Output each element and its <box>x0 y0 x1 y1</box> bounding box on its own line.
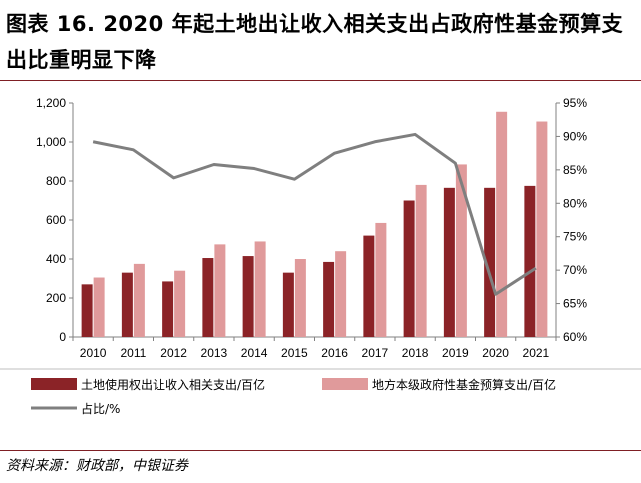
x-tick-label: 2017 <box>362 346 389 360</box>
bar-land-expenditure <box>363 235 375 337</box>
bar-land-expenditure <box>443 187 455 337</box>
title-divider <box>0 80 641 81</box>
x-tick-label: 2014 <box>241 346 268 360</box>
x-tick-label: 2011 <box>120 346 146 360</box>
x-tick-label: 2010 <box>80 346 107 360</box>
right-tick-label: 75% <box>563 230 587 244</box>
x-tick-label: 2012 <box>160 346 187 360</box>
source-note: 资料来源：财政部，中银证券 <box>6 458 188 474</box>
right-tick-label: 85% <box>563 163 587 177</box>
right-tick-label: 95% <box>563 96 587 110</box>
right-tick-label: 70% <box>563 263 587 277</box>
bar-land-expenditure <box>202 258 214 337</box>
bar-fund-expenditure <box>415 184 427 337</box>
x-tick-label: 2013 <box>201 346 228 360</box>
left-tick-label: 1,200 <box>36 96 66 110</box>
legend-swatch-fund <box>322 378 368 390</box>
left-tick-label: 1,000 <box>36 135 66 149</box>
x-tick-label: 2016 <box>321 346 348 360</box>
bar-land-expenditure <box>484 187 496 337</box>
right-tick-label: 90% <box>563 129 587 143</box>
bar-fund-expenditure <box>254 241 266 337</box>
right-tick-label: 80% <box>563 196 587 210</box>
x-tick-label: 2018 <box>402 346 429 360</box>
x-tick-label: 2019 <box>442 346 469 360</box>
legend-label-ratio: 占比/% <box>81 401 120 416</box>
bar-land-expenditure <box>121 272 133 337</box>
bar-fund-expenditure <box>294 259 306 337</box>
x-tick-label: 2015 <box>281 346 308 360</box>
right-tick-label: 60% <box>563 330 587 344</box>
bar-land-expenditure <box>162 281 174 337</box>
bar-fund-expenditure <box>214 244 226 337</box>
legend-swatch-land <box>31 378 77 390</box>
bar-fund-expenditure <box>93 277 105 337</box>
left-tick-label: 600 <box>46 213 66 227</box>
left-tick-label: 800 <box>46 174 66 188</box>
bar-fund-expenditure <box>496 111 508 338</box>
left-tick-label: 0 <box>59 330 66 344</box>
x-tick-label: 2020 <box>482 346 509 360</box>
ratio-line <box>92 132 537 296</box>
bar-land-expenditure <box>323 261 335 337</box>
bar-fund-expenditure <box>335 251 347 337</box>
bar-fund-expenditure <box>536 121 548 338</box>
bar-fund-expenditure <box>133 263 145 337</box>
bar-land-expenditure <box>242 256 254 337</box>
bar-fund-expenditure <box>455 164 467 337</box>
left-tick-label: 200 <box>46 291 66 305</box>
legend-label-land: 土地使用权出让收入相关支出/百亿 <box>81 377 265 392</box>
bar-line-chart: 0 200 400 600 800 1,000 1,200 60% 65% 70% 75% 80% 85… <box>0 96 641 416</box>
legend-label-fund: 地方本级政府性基金预算支出/百亿 <box>372 377 556 392</box>
bar-fund-expenditure <box>174 270 186 337</box>
right-tick-label: 65% <box>563 297 587 311</box>
bar-land-expenditure <box>282 272 294 337</box>
chart-title: 图表 16. 2020 年起土地出让收入相关支出占政府性基金预算支出比重明显下降 <box>6 12 624 72</box>
x-tick-label: 2021 <box>523 346 550 360</box>
left-tick-label: 400 <box>46 252 66 266</box>
bar-land-expenditure <box>524 185 536 337</box>
bar-fund-expenditure <box>375 222 387 337</box>
source-divider <box>0 450 641 451</box>
bar-land-expenditure <box>81 284 93 337</box>
bar-land-expenditure <box>403 200 415 337</box>
